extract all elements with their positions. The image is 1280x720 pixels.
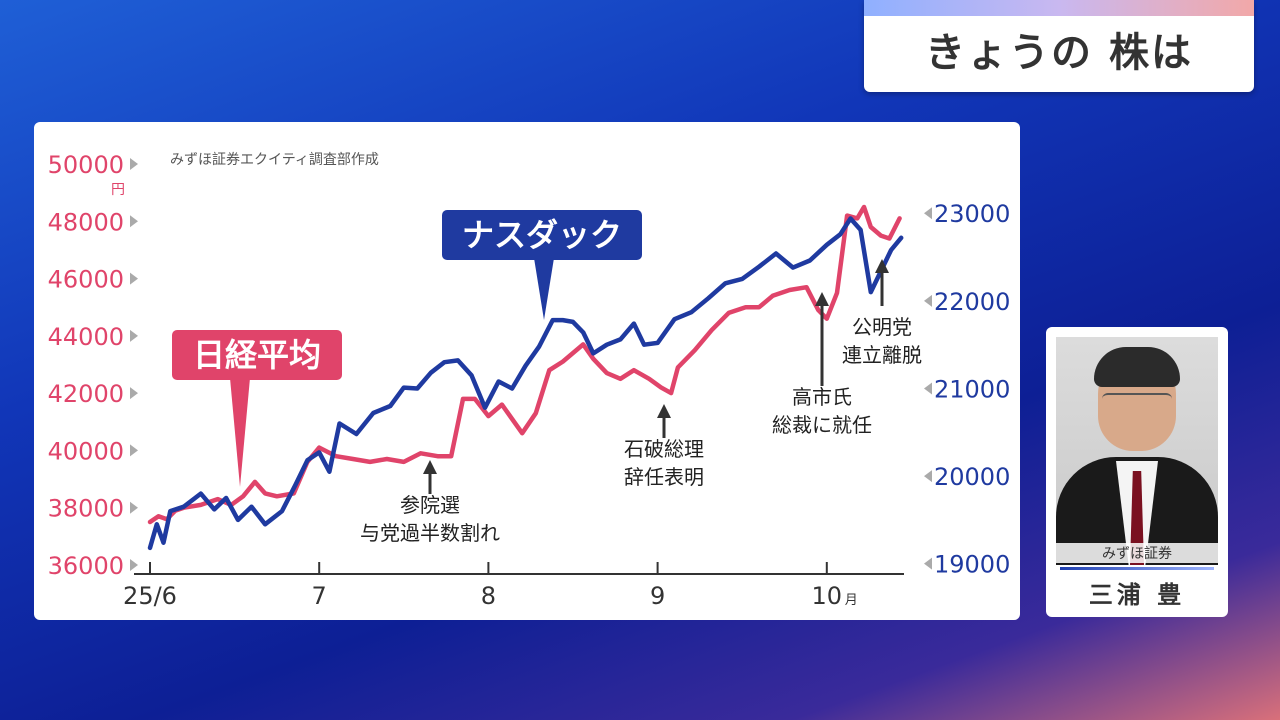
stock-chart: みずほ証券エクイティ調査部作成 36000 38000 40000 42000 44000… xyxy=(48,151,1011,610)
x-axis-tick-label: 8 xyxy=(481,582,496,610)
event-arrow-head xyxy=(657,404,671,418)
event-arrow-head xyxy=(875,259,889,273)
photo-glasses xyxy=(1102,393,1172,411)
right-axis-tick-marker xyxy=(924,382,932,395)
analyst-photo xyxy=(1056,337,1218,565)
right-axis-tick-marker xyxy=(924,470,932,483)
right-axis-tick-label: 23000 xyxy=(934,200,1010,228)
x-axis-last-unit: 月 xyxy=(845,593,858,608)
analyst-card: みずほ証券 三浦 豊 xyxy=(1046,327,1228,617)
analyst-company: みずほ証券 xyxy=(1046,543,1228,563)
series-callout-pointer xyxy=(534,258,554,320)
nikkei-line xyxy=(147,204,902,525)
left-axis-tick-label: 40000 xyxy=(48,437,124,465)
x-axis-tick-label: 7 xyxy=(312,582,327,610)
series-callout-pointer xyxy=(230,378,250,487)
source-note: みずほ証券エクイティ調査部作成 xyxy=(170,152,379,168)
event-arrow-head xyxy=(815,292,829,306)
left-axis-tick-label: 38000 xyxy=(48,495,124,523)
left-axis-tick-marker xyxy=(130,329,138,342)
series-callout-label: ナスダック xyxy=(462,216,622,254)
program-title: きょうの 株は xyxy=(925,30,1193,76)
x-axis-tick-label: 9 xyxy=(650,582,665,610)
left-axis-tick-label: 42000 xyxy=(48,380,124,408)
right-axis-tick-label: 20000 xyxy=(934,463,1010,491)
left-axis-tick-marker xyxy=(130,501,138,514)
left-axis-tick-marker xyxy=(130,559,138,571)
left-axis-tick-marker xyxy=(130,387,138,400)
left-axis-tick-marker xyxy=(130,272,138,285)
event-annotation-text: 公明党 xyxy=(852,315,912,339)
left-axis-tick-marker xyxy=(130,158,138,170)
photo-hair xyxy=(1094,347,1180,387)
photo-tie xyxy=(1130,471,1144,565)
series-callout-box xyxy=(172,330,342,380)
event-annotation-text: 参院選 xyxy=(400,493,460,517)
left-axis-tick-label: 46000 xyxy=(48,266,124,294)
event-annotation-text: 与党過半数割れ xyxy=(360,521,500,545)
right-axis-tick-marker xyxy=(924,207,932,220)
left-axis-tick-marker xyxy=(130,444,138,457)
right-axis-tick-label: 19000 xyxy=(934,551,1010,579)
event-annotation-text: 総裁に就任 xyxy=(772,413,872,437)
right-axis-tick-label: 21000 xyxy=(934,375,1010,403)
right-axis-tick-marker xyxy=(924,557,932,570)
nasdaq-line xyxy=(147,216,904,551)
series-callout-box xyxy=(442,210,642,260)
title-gradient-strip xyxy=(864,0,1254,16)
chart-panel: みずほ証券エクイティ調査部作成 36000 38000 40000 42000 44000… xyxy=(34,122,1020,620)
series-callout-label: 日経平均 xyxy=(193,336,321,374)
left-axis-tick-marker xyxy=(130,215,138,228)
event-annotation-text: 高市氏 xyxy=(792,385,852,409)
right-axis-tick-marker xyxy=(924,294,932,307)
left-axis-unit: 円 xyxy=(111,182,125,198)
left-axis-tick-label: 50000 xyxy=(48,151,124,179)
left-axis-tick-label: 48000 xyxy=(48,208,124,236)
name-divider-line xyxy=(1060,567,1214,570)
event-annotation-text: 辞任表明 xyxy=(624,465,704,489)
left-axis-tick-label: 36000 xyxy=(48,552,124,580)
right-axis-tick-label: 22000 xyxy=(934,288,1010,316)
event-annotation-text: 連立離脱 xyxy=(842,343,922,367)
analyst-name: 三浦 豊 xyxy=(1088,581,1186,609)
event-arrow-head xyxy=(423,460,437,474)
left-axis-tick-label: 44000 xyxy=(48,323,124,351)
program-title-box: きょうの 株は xyxy=(864,0,1254,92)
x-axis-tick-label: 10 xyxy=(812,582,843,610)
x-axis-tick-label: 25/6 xyxy=(123,582,177,610)
event-annotation-text: 石破総理 xyxy=(624,437,704,461)
